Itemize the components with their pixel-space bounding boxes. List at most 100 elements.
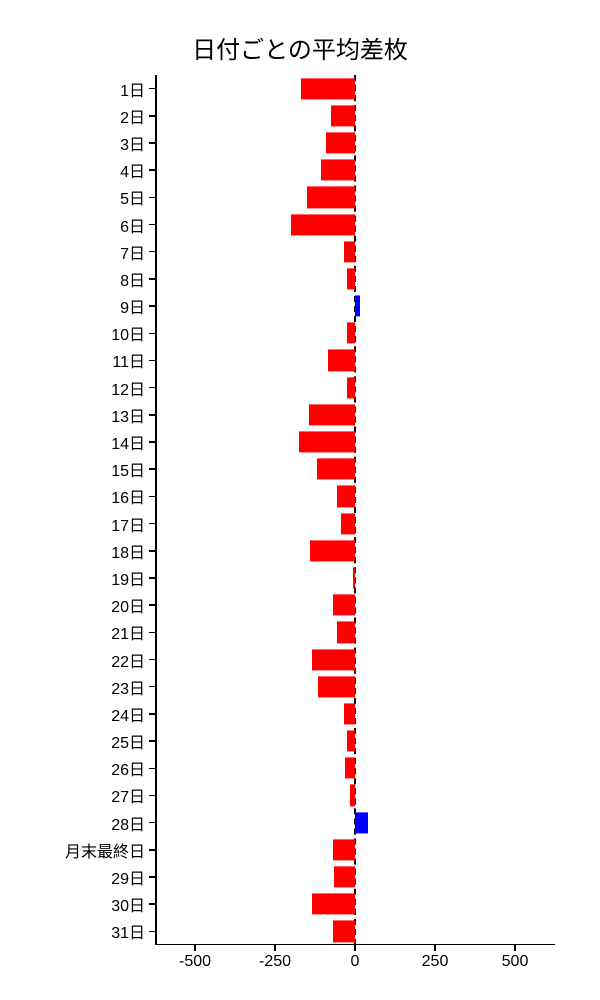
y-tick-label: 7日: [120, 240, 145, 264]
y-tick: [149, 577, 155, 579]
y-tick-label: 14日: [111, 430, 145, 454]
bar: [318, 676, 355, 697]
bar: [326, 132, 355, 153]
bar: [312, 894, 355, 915]
bar: [347, 323, 355, 344]
x-tick: [354, 945, 356, 951]
y-tick: [149, 604, 155, 606]
x-tick: [514, 945, 516, 951]
bar: [350, 785, 355, 806]
y-tick: [149, 360, 155, 362]
bar: [333, 921, 355, 942]
y-tick-label: 28日: [111, 811, 145, 835]
bar: [291, 214, 355, 235]
x-tick-label: -250: [259, 953, 291, 971]
x-tick-label: -500: [179, 953, 211, 971]
y-tick: [149, 550, 155, 552]
bar: [321, 160, 355, 181]
y-tick-label: 25日: [111, 729, 145, 753]
x-tick-label: 0: [351, 953, 360, 971]
bar: [347, 730, 355, 751]
x-tick: [194, 945, 196, 951]
y-tick: [149, 142, 155, 144]
bar: [307, 187, 355, 208]
bar: [317, 459, 355, 480]
bar: [331, 105, 355, 126]
y-tick: [149, 414, 155, 416]
y-tick-label: 15日: [111, 457, 145, 481]
bar: [333, 839, 355, 860]
y-tick-label: 13日: [111, 403, 145, 427]
y-tick-label: 16日: [111, 484, 145, 508]
y-tick-label: 19日: [111, 566, 145, 590]
bar: [301, 78, 355, 99]
y-tick: [149, 523, 155, 525]
bar: [355, 295, 360, 316]
y-tick-label: 4日: [120, 158, 145, 182]
y-tick: [149, 251, 155, 253]
bar: [341, 513, 355, 534]
y-tick-label: 月末最終日: [65, 838, 145, 862]
bar: [299, 431, 355, 452]
y-tick-label: 8日: [120, 267, 145, 291]
bar: [310, 540, 355, 561]
bar: [345, 758, 355, 779]
x-tick-label: 500: [502, 953, 529, 971]
bar: [347, 268, 355, 289]
bar: [328, 350, 355, 371]
y-tick: [149, 224, 155, 226]
y-tick: [149, 849, 155, 851]
y-tick-label: 31日: [111, 919, 145, 943]
bar: [355, 812, 368, 833]
y-tick-label: 12日: [111, 376, 145, 400]
y-tick: [149, 740, 155, 742]
y-tick: [149, 659, 155, 661]
y-tick: [149, 115, 155, 117]
y-tick: [149, 795, 155, 797]
x-tick: [274, 945, 276, 951]
y-tick-label: 27日: [111, 783, 145, 807]
y-tick: [149, 713, 155, 715]
y-tick-label: 2日: [120, 104, 145, 128]
y-tick: [149, 768, 155, 770]
y-tick: [149, 387, 155, 389]
bar: [344, 703, 355, 724]
y-tick-label: 17日: [111, 512, 145, 536]
bar: [333, 595, 355, 616]
y-tick-label: 23日: [111, 675, 145, 699]
y-tick: [149, 468, 155, 470]
x-tick: [434, 945, 436, 951]
y-tick: [149, 333, 155, 335]
y-tick: [149, 632, 155, 634]
bar: [347, 377, 355, 398]
y-tick-label: 1日: [120, 77, 145, 101]
bar: [337, 622, 355, 643]
y-tick: [149, 496, 155, 498]
y-tick-label: 20日: [111, 593, 145, 617]
y-tick: [149, 278, 155, 280]
y-tick-label: 26日: [111, 756, 145, 780]
bar: [344, 241, 355, 262]
y-tick-label: 6日: [120, 213, 145, 237]
y-tick: [149, 305, 155, 307]
y-tick-label: 18日: [111, 539, 145, 563]
y-tick: [149, 88, 155, 90]
y-tick-label: 30日: [111, 892, 145, 916]
y-tick: [149, 441, 155, 443]
y-tick-label: 10日: [111, 321, 145, 345]
y-tick: [149, 169, 155, 171]
bar: [312, 649, 355, 670]
y-tick: [149, 822, 155, 824]
bar: [334, 866, 355, 887]
chart-title: 日付ごとの平均差枚: [0, 30, 600, 65]
y-tick-label: 22日: [111, 648, 145, 672]
plot-area: 1日2日3日4日5日6日7日8日9日10日11日12日13日14日15日16日1…: [155, 75, 555, 945]
bar: [353, 567, 355, 588]
chart-container: 日付ごとの平均差枚 1日2日3日4日5日6日7日8日9日10日11日12日13日…: [0, 0, 600, 1000]
y-tick: [149, 876, 155, 878]
y-tick: [149, 686, 155, 688]
y-tick-label: 9日: [120, 294, 145, 318]
y-tick: [149, 197, 155, 199]
x-tick-label: 250: [422, 953, 449, 971]
y-tick-label: 11日: [112, 348, 145, 372]
